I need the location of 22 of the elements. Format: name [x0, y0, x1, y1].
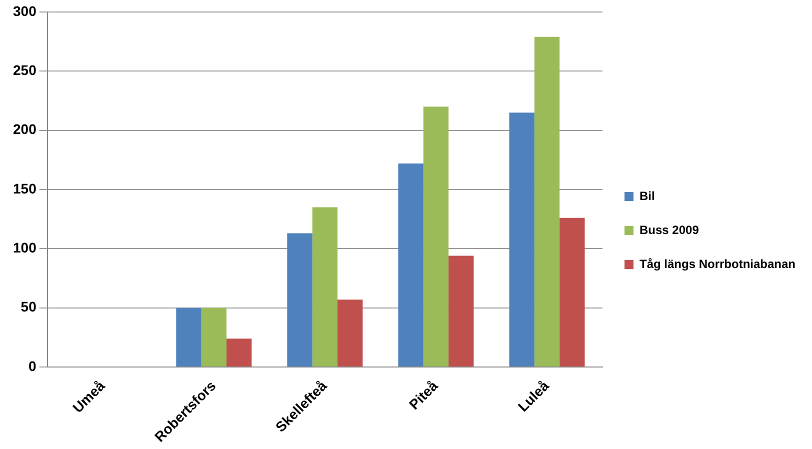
- bar: [312, 207, 338, 367]
- bar: [226, 338, 252, 367]
- y-tick-label: 100: [13, 240, 37, 256]
- y-tick-label: 50: [20, 298, 37, 315]
- bar: [287, 233, 312, 367]
- bar: [534, 36, 560, 367]
- bar: [338, 300, 363, 367]
- y-tick-label: 0: [28, 358, 37, 374]
- bar: [423, 106, 449, 367]
- bar: [560, 218, 585, 367]
- bar: [509, 112, 534, 367]
- bar: [176, 308, 202, 367]
- y-tick-label: 300: [13, 2, 37, 19]
- y-tick-label: 200: [13, 121, 37, 138]
- legend-label: Buss 2009: [640, 222, 700, 237]
- legend-label: Bil: [640, 188, 655, 203]
- bar: [201, 308, 226, 367]
- legend-label: Tåg längs Norrbotniabanan: [640, 256, 796, 271]
- y-tick-label: 150: [13, 180, 37, 196]
- bar: [448, 256, 474, 367]
- bar: [398, 163, 424, 367]
- y-tick-label: 250: [13, 62, 37, 78]
